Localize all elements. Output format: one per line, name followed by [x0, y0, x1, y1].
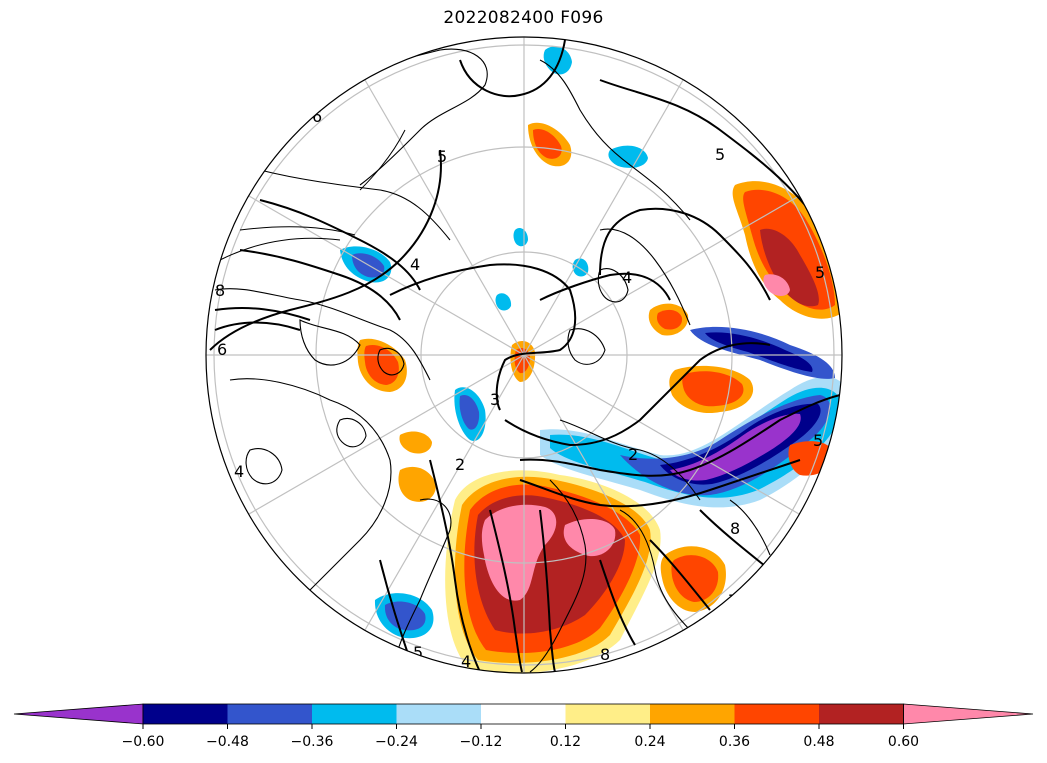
colorbar-tick-label: −0.48 — [206, 734, 249, 750]
contour-label: 4 — [622, 268, 632, 287]
colorbar-bin — [312, 704, 397, 724]
colorbar-tick-label: 0.36 — [719, 734, 750, 750]
contour-label: 8 — [215, 281, 225, 300]
warm-anomaly-ne-small-red — [656, 309, 683, 330]
contour-label: 5 — [813, 431, 823, 450]
graticule — [206, 37, 842, 673]
warm-anomaly-southeast-red — [671, 555, 719, 602]
warm-anomaly-north-top-red — [533, 128, 562, 159]
colorbar-extend-under — [13, 703, 144, 725]
colorbar-bin — [734, 704, 820, 724]
thin-contour-lines — [219, 129, 406, 261]
colorbar-tick-label: −0.60 — [122, 734, 165, 750]
colorbar-bin — [650, 704, 735, 724]
contour-label: 4 — [410, 255, 420, 274]
warm-anomaly-southwest — [398, 466, 436, 502]
colorbar-tick-label: 0.60 — [888, 734, 919, 750]
contour-label: 8 — [600, 645, 610, 664]
cold-anomaly-top-right — [608, 145, 648, 168]
contour-label: 5 — [715, 145, 725, 164]
colorbar-tick-label: −0.36 — [291, 734, 334, 750]
colorbar-tick-label: 0.48 — [803, 734, 834, 750]
colorbar-outline — [142, 703, 904, 725]
colorbar-bin — [819, 704, 904, 724]
colorbar-bins — [13, 703, 1034, 725]
contour-label: 6 — [217, 340, 227, 359]
colorbar-bin — [565, 704, 651, 724]
coastlines — [214, 48, 771, 673]
contour-label: 8 — [730, 519, 740, 538]
colorbar-tick-label: −0.24 — [375, 734, 418, 750]
colorbar-bin — [227, 704, 313, 724]
contour-label: 5 — [815, 263, 825, 282]
contour-label: 2 — [628, 445, 638, 464]
polar-map: 5 4 4 4 3 2 2 5 5 5 6 7 8 8 1 5 4 6 8 — [205, 36, 843, 674]
cold-anomaly-east-purple — [670, 413, 801, 481]
contour-label: 2 — [455, 455, 465, 474]
colorbar-extend-over — [903, 703, 1034, 725]
contour-label: 4 — [461, 652, 471, 671]
contour-label: 5 — [413, 643, 423, 662]
warm-anomaly-south-pink-2 — [563, 518, 616, 557]
colorbar-bin — [143, 704, 228, 724]
warm-anomaly-northeast-pink — [763, 274, 790, 296]
warm-anomaly-northeast-darkred — [760, 228, 819, 307]
contour-label: 4 — [234, 462, 244, 481]
contour-label: 5 — [437, 147, 447, 166]
cold-anomaly-small-2 — [495, 293, 512, 311]
colorbar-bin — [396, 704, 482, 724]
warm-anomaly-west-2 — [399, 431, 432, 454]
cold-anomaly-center-blue — [459, 394, 480, 430]
colorbar-ticks: −0.60 −0.48 −0.36 −0.24 −0.12 0.12 0.24 0.36 0.4… — [122, 724, 919, 750]
warm-anomaly-south-pink — [481, 504, 557, 601]
colorbar-tick-label: 0.12 — [550, 734, 581, 750]
map-title: 2022082400 F096 — [443, 8, 604, 28]
contour-label: 3 — [490, 390, 500, 409]
map-boundary — [205, 36, 843, 674]
contour-lines — [209, 39, 841, 673]
colorbar-tick-label: 0.24 — [634, 734, 665, 750]
colorbar-bin — [481, 704, 566, 724]
contour-label: 6 — [312, 107, 322, 126]
anomaly-fill-layer — [340, 46, 842, 673]
colorbar-tick-label: −0.12 — [460, 734, 503, 750]
